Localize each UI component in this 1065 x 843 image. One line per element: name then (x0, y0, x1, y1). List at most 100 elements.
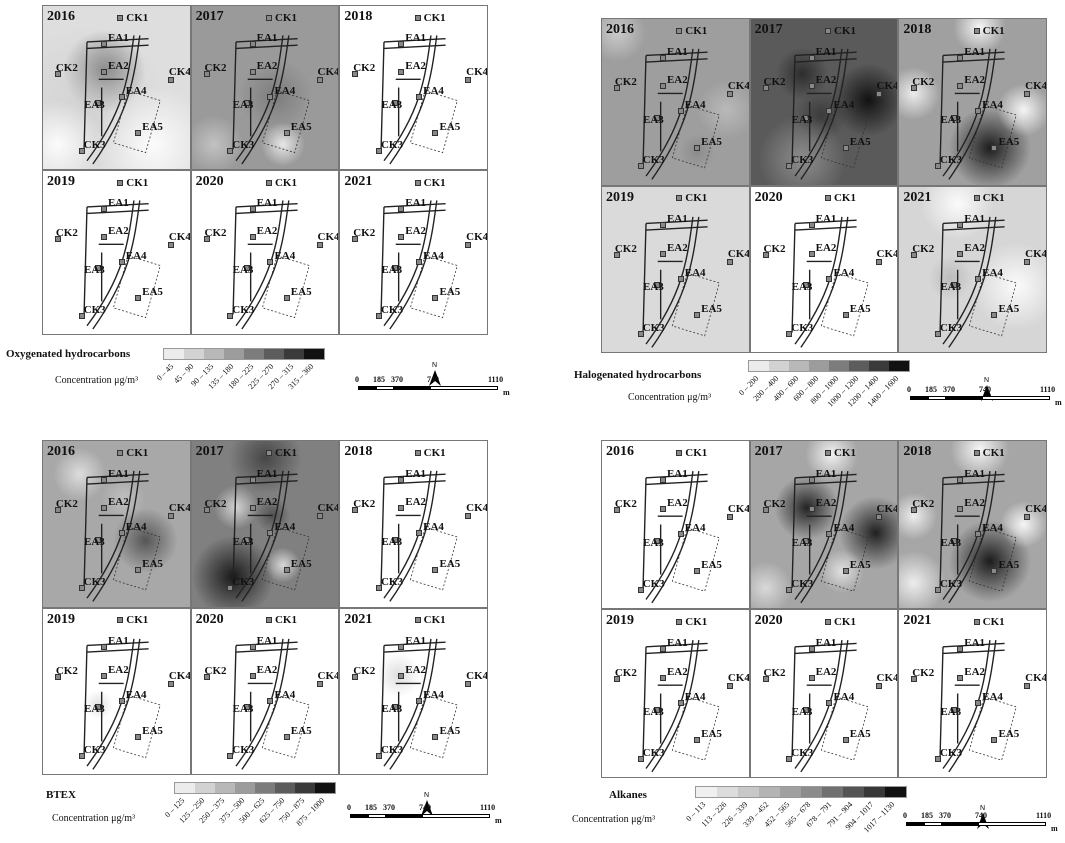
station-marker (249, 476, 256, 483)
station-marker (975, 530, 982, 537)
station-marker (432, 295, 439, 302)
station-label: EA3 (643, 281, 664, 294)
road-line (948, 471, 997, 604)
station-label: EA3 (940, 705, 962, 718)
legend-swatch (843, 787, 864, 797)
year-label: 2018 (903, 22, 932, 37)
contour-map (791, 216, 869, 348)
station-label: CK2 (763, 498, 786, 511)
road-line (651, 471, 700, 604)
map-cell-2018: 2018 CK1 CK2 CK3 CK4 EA1 EA2 EA3 EA4 EA5 (339, 440, 488, 608)
contour-map (939, 640, 1018, 773)
legend-swatch (749, 361, 769, 371)
concentration-hotspot (950, 441, 1010, 479)
station-label: EA4 (125, 521, 147, 534)
contour-map (53, 447, 178, 602)
road-line (92, 638, 141, 770)
station-label: CK1 (274, 614, 297, 627)
legend-swatch (304, 349, 324, 359)
road-line (384, 473, 446, 479)
station-label: EA3 (791, 705, 813, 718)
station-label: EA2 (815, 496, 837, 509)
station-label: EA3 (381, 99, 403, 112)
contour-map (899, 19, 1046, 185)
road-line (380, 206, 386, 315)
svg-text:N: N (980, 805, 985, 812)
road-line (384, 209, 446, 215)
legend-swatch (195, 783, 215, 793)
station-label: EA2 (666, 74, 688, 86)
station-label: EA3 (84, 264, 105, 277)
scale-unit-label: m (1055, 398, 1062, 407)
road-line (642, 222, 647, 333)
legend-swatch (204, 349, 224, 359)
station-label: CK3 (232, 304, 255, 317)
station-label: EA4 (125, 84, 147, 97)
year-label: 2018 (344, 9, 373, 24)
station-label: CK4 (317, 502, 340, 515)
station-marker (78, 585, 85, 592)
station-marker (677, 699, 684, 706)
station-label: CK2 (614, 498, 637, 511)
station-marker (283, 130, 290, 137)
station-label: EA5 (142, 557, 163, 570)
station-label: CK3 (642, 746, 665, 759)
station-label: EA5 (439, 286, 461, 299)
station-label: CK2 (912, 75, 935, 88)
station-marker (414, 14, 421, 21)
station-label: EA5 (849, 303, 871, 316)
station-label: EA4 (982, 521, 1003, 534)
station-label: EA5 (290, 725, 312, 738)
road-line (651, 640, 700, 773)
station-marker (991, 312, 998, 319)
concentration-hotspot (758, 115, 846, 185)
station-label: EA2 (107, 60, 129, 72)
station-label: CK2 (55, 665, 78, 678)
station-label: EA1 (107, 467, 129, 480)
station-marker (227, 585, 234, 592)
station-marker (100, 40, 107, 47)
station-marker (398, 205, 405, 212)
station-marker (957, 83, 964, 89)
station-marker (95, 704, 101, 711)
station-label: CK3 (791, 577, 814, 590)
road-line (235, 640, 298, 646)
contour-map (232, 200, 310, 330)
road-line (645, 649, 708, 655)
station-marker (167, 242, 174, 249)
contour-map (602, 19, 749, 180)
legend-swatch (759, 787, 780, 797)
station-marker (267, 530, 274, 537)
station-marker (1024, 91, 1031, 98)
legend-swatch (885, 787, 906, 797)
road-line (380, 644, 386, 755)
station-label: EA2 (815, 241, 837, 254)
station-marker (613, 676, 620, 683)
road-line (948, 48, 997, 180)
map-panel-4: 2016 CK1 CK2 CK3 CK4 EA1 EA2 EA3 EA4 EA5 2017 CK1 CK… (601, 440, 1047, 778)
station-marker (117, 449, 124, 456)
station-marker (392, 704, 399, 711)
station-marker (118, 530, 125, 537)
station-marker (203, 506, 210, 513)
station-marker (95, 265, 101, 272)
station-marker (808, 83, 815, 89)
scale-tick-label: 0 (907, 385, 911, 394)
station-marker (100, 505, 107, 511)
station-marker (824, 195, 831, 202)
concentration-label: Concentration μg/m³ (52, 813, 136, 824)
station-label: CK2 (912, 498, 935, 511)
station-marker (659, 250, 666, 257)
legend-swatch (224, 349, 244, 359)
station-marker (808, 505, 815, 512)
station-label: CK1 (833, 192, 856, 205)
station-label: EA3 (940, 536, 962, 549)
scale-segment (946, 396, 982, 400)
scale-segment (394, 386, 430, 390)
scale-tick-label: 1110 (1040, 385, 1056, 394)
map-cell-2018: 2018 CK1 CK2 CK3 CK4 EA1 EA2 EA3 EA4 EA5 (339, 5, 488, 170)
station-label: EA2 (405, 496, 427, 508)
station-label: EA5 (701, 303, 722, 316)
station-marker (100, 476, 107, 483)
station-marker (135, 130, 142, 137)
